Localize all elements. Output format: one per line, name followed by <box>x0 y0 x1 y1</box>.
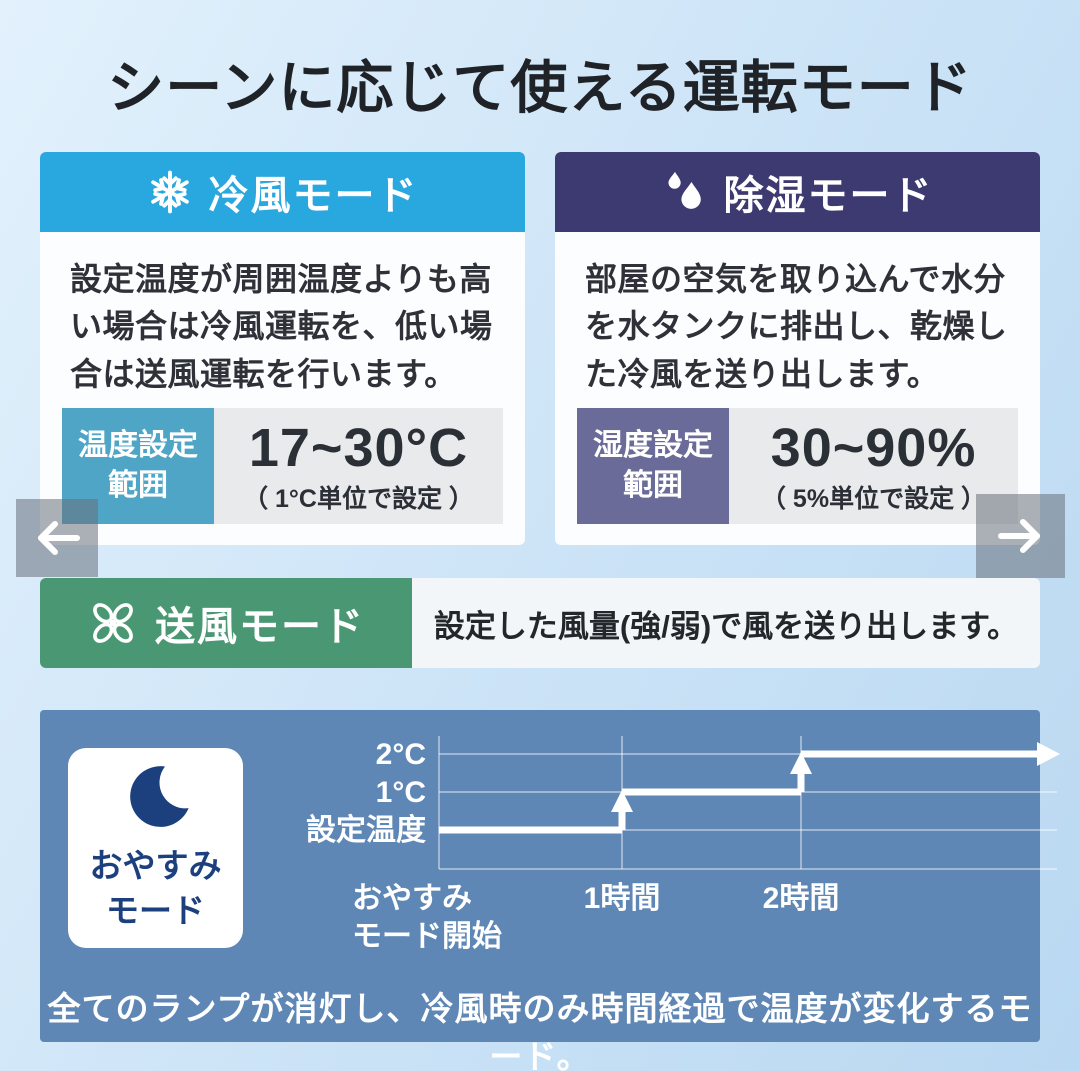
y-tick-2c: 2°C <box>376 738 426 771</box>
humidity-range-value: 30~90% （ 5%単位で設定 ） <box>729 408 1018 525</box>
carousel-next-button[interactable] <box>976 494 1065 578</box>
humidity-range-value-text: 30~90% <box>770 418 977 479</box>
humidity-range-label-line2: 範囲 <box>623 469 683 503</box>
pinwheel-fan-icon <box>87 597 139 649</box>
cool-mode-card: 冷風モード 設定温度が周囲温度よりも高い場合は冷風運転を、低い場合は送風運転を行… <box>40 152 525 545</box>
snowflake-icon <box>147 169 193 215</box>
sleep-mode-footnote: 全てのランプが消灯し、冷風時のみ時間経過で温度が変化するモード。 <box>47 990 1033 1071</box>
sleep-mode-badge: おやすみ モード <box>68 748 243 948</box>
temp-range-value-text: 17~30°C <box>248 418 469 479</box>
temp-range-box: 温度設定 範囲 17~30°C （ 1°C単位で設定 ） <box>62 408 503 525</box>
cool-mode-description: 設定温度が周囲温度よりも高い場合は冷風運転を、低い場合は送風運転を行います。 <box>70 261 493 392</box>
step-line <box>439 750 1038 834</box>
left-arrow-icon <box>31 518 83 558</box>
x-tick-start-line1: おやすみ <box>352 882 472 915</box>
mode-cards-row: 冷風モード 設定温度が周囲温度よりも高い場合は冷風運転を、低い場合は送風運転を行… <box>40 152 1040 545</box>
page-title: シーンに応じて使える運転モード <box>107 56 973 120</box>
humidity-range-box: 湿度設定 範囲 30~90% （ 5%単位で設定 ） <box>577 408 1018 525</box>
cool-mode-header: 冷風モード <box>40 152 525 232</box>
y-tick-1c: 1°C <box>376 776 426 809</box>
water-drops-icon <box>662 169 708 215</box>
humidity-range-label-line1: 湿度設定 <box>593 428 713 462</box>
carousel-prev-button[interactable] <box>16 499 98 577</box>
temp-range-label-line1: 温度設定 <box>78 428 198 462</box>
humidity-range-label: 湿度設定 範囲 <box>577 408 729 525</box>
sleep-temperature-chart: 2°C 1°C 設定温度 おやすみ モード開始 1時間 2時間 <box>306 736 1060 953</box>
sleep-mode-title-line1: おやすみ <box>89 847 222 885</box>
step-arrowheads <box>611 742 1060 812</box>
temp-range-label-line2: 範囲 <box>108 469 168 503</box>
dehumidify-mode-description: 部屋の空気を取り込んで水分を水タンクに排出し、乾燥した冷風を送り出します。 <box>585 261 1008 392</box>
temp-range-note: （ 1°C単位で設定 ） <box>243 485 474 514</box>
humidity-range-note: （ 5%単位で設定 ） <box>760 485 987 514</box>
x-tick-1h: 1時間 <box>584 882 661 915</box>
fan-mode-description: 設定した風量(強/弱)で風を送り出します。 <box>412 578 1040 668</box>
fan-mode-title: 送風モード <box>155 605 365 649</box>
dehumidify-mode-title: 除湿モード <box>723 174 934 218</box>
sleep-mode-card: おやすみ モード <box>40 710 1060 1071</box>
temp-range-value: 17~30°C （ 1°C単位で設定 ） <box>214 408 503 525</box>
dehumidify-mode-card: 除湿モード 部屋の空気を取り込んで水分を水タンクに排出し、乾燥した冷風を送り出し… <box>555 152 1040 545</box>
dehumidify-mode-header: 除湿モード <box>555 152 1040 232</box>
x-tick-start-line2: モード開始 <box>352 920 502 953</box>
sleep-mode-title-line2: モード <box>106 892 205 929</box>
right-arrow-icon <box>995 516 1047 556</box>
fan-mode-card: 送風モード 設定した風量(強/弱)で風を送り出します。 <box>40 578 1040 668</box>
x-tick-2h: 2時間 <box>763 882 840 915</box>
fan-mode-header: 送風モード <box>40 578 412 668</box>
y-tick-base: 設定温度 <box>306 813 426 847</box>
cool-mode-title: 冷風モード <box>208 174 419 218</box>
crescent-moon-icon <box>120 762 192 834</box>
